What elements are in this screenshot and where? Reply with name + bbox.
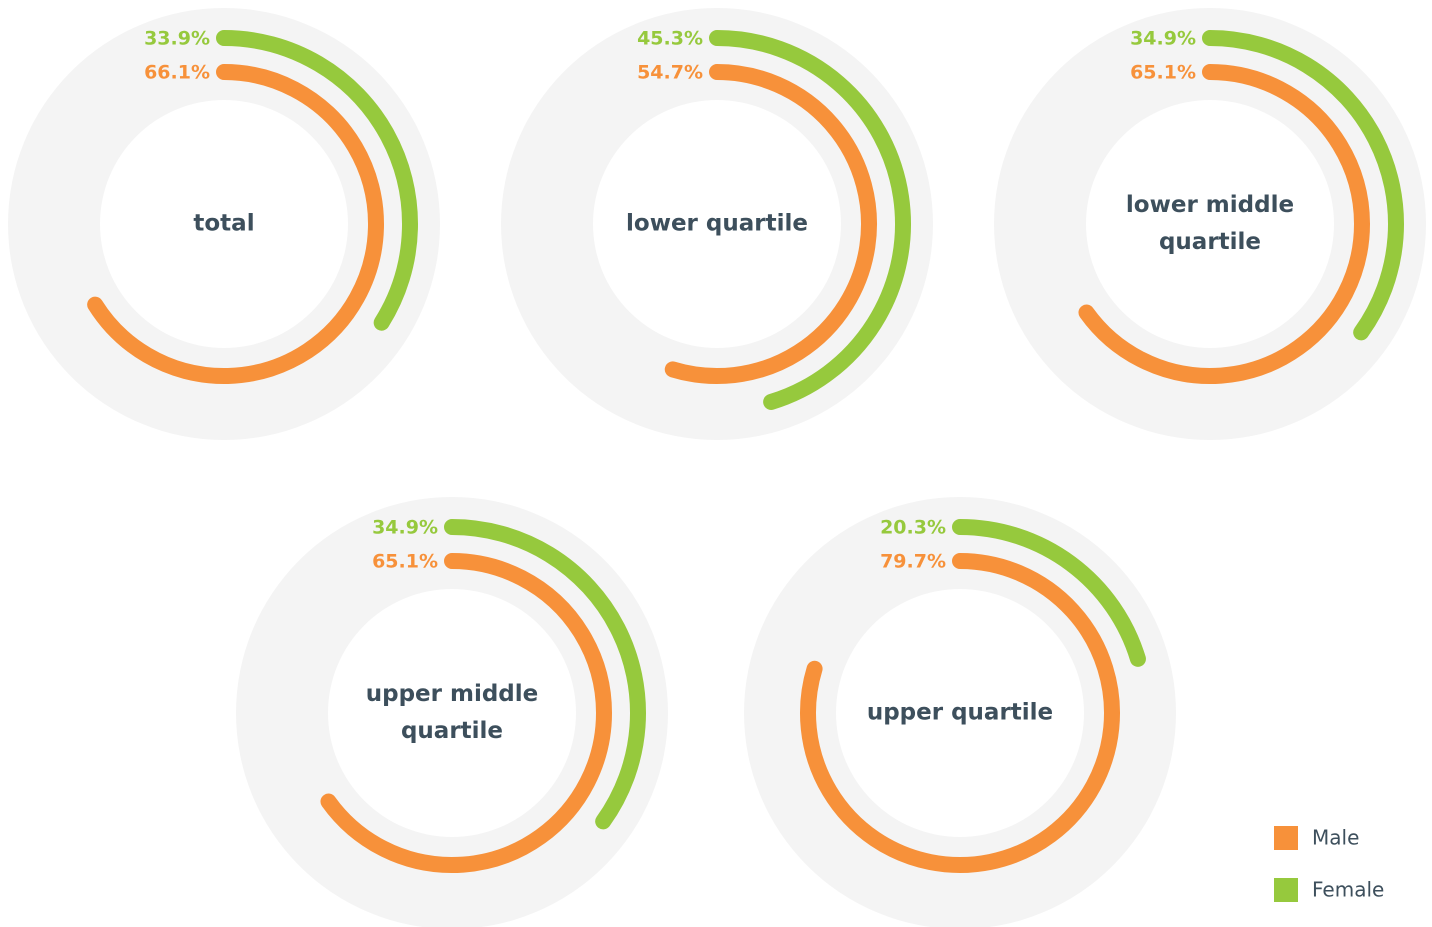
arc xyxy=(216,30,418,331)
legend-swatch xyxy=(1274,826,1298,850)
value-label: 45.3% xyxy=(637,28,703,50)
chart-title: lower middle quartile xyxy=(1125,192,1295,255)
arc xyxy=(1078,64,1370,384)
arc xyxy=(87,64,384,384)
arc xyxy=(444,519,646,830)
value-label: 20.3% xyxy=(880,517,946,539)
value-label: 65.1% xyxy=(1130,62,1196,84)
value-label: 33.9% xyxy=(144,28,210,50)
hole xyxy=(100,100,348,348)
chart-title: upper quartile xyxy=(866,699,1054,726)
value-label: 66.1% xyxy=(144,62,210,84)
legend-label: Female xyxy=(1312,878,1384,902)
chart-title: total xyxy=(193,210,255,237)
chart-title: upper middle quartile xyxy=(365,681,539,744)
value-label: 54.7% xyxy=(637,62,703,84)
chart-title: lower quartile xyxy=(626,210,808,237)
arc xyxy=(320,553,612,873)
arc xyxy=(709,30,911,410)
hole xyxy=(1086,100,1334,348)
legend-label: Male xyxy=(1312,826,1359,850)
value-label: 34.9% xyxy=(1130,28,1196,50)
value-label: 65.1% xyxy=(372,551,438,573)
hole xyxy=(328,589,576,837)
value-label: 79.7% xyxy=(880,551,946,573)
hole xyxy=(593,100,841,348)
arc xyxy=(800,553,1120,873)
legend-swatch xyxy=(1274,878,1298,902)
value-label: 34.9% xyxy=(372,517,438,539)
arc xyxy=(664,64,877,384)
hole xyxy=(836,589,1084,837)
arc xyxy=(952,519,1146,667)
arc xyxy=(1202,30,1404,341)
